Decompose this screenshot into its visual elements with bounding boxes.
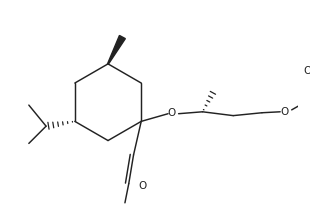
Text: O: O (168, 108, 176, 118)
Text: O: O (281, 107, 289, 117)
Polygon shape (108, 36, 125, 64)
Text: O: O (138, 181, 146, 191)
Text: O: O (304, 65, 310, 76)
